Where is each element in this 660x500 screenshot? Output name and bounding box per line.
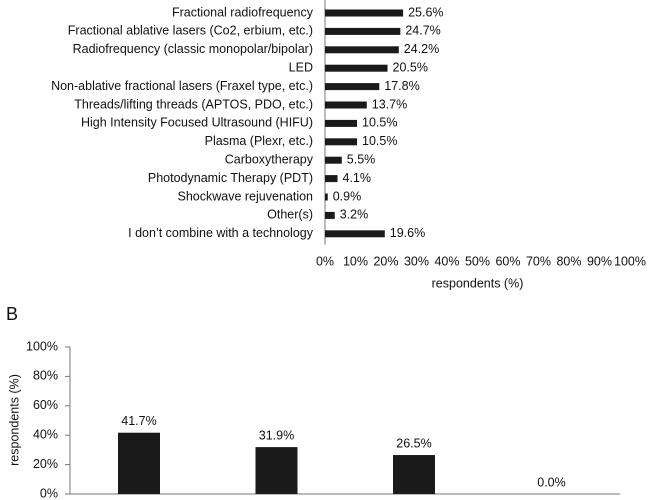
x-axis-title: respondents (%) — [432, 276, 524, 290]
bar — [325, 9, 404, 17]
value-label: 13.7% — [372, 97, 407, 111]
bar — [325, 230, 385, 238]
value-label: 24.2% — [404, 42, 439, 56]
value-label: 17.8% — [384, 79, 419, 93]
bar — [325, 101, 367, 109]
x-tick-label: 60% — [495, 254, 520, 268]
bar — [325, 119, 358, 127]
x-tick-label: 0% — [316, 254, 334, 268]
category-label: Plasma (Plexr, etc.) — [205, 134, 313, 148]
panel-label: B — [6, 304, 18, 324]
category-label: Non-ablative fractional lasers (Fraxel t… — [51, 79, 313, 93]
value-label: 0.9% — [333, 189, 362, 203]
x-tick-label: 80% — [556, 254, 581, 268]
bar — [325, 175, 338, 183]
category-label: Fractional ablative lasers (Co2, erbium,… — [68, 24, 313, 38]
bar — [118, 432, 160, 494]
bar — [393, 455, 435, 494]
value-label: 31.9% — [259, 428, 294, 442]
category-label: Shockwave rejuvenation — [178, 189, 314, 203]
y-tick-label: 100% — [26, 339, 58, 353]
category-label: LED — [289, 60, 313, 74]
y-tick-label: 60% — [33, 398, 58, 412]
bar — [325, 138, 358, 146]
x-tick-label: 10% — [343, 254, 368, 268]
category-label: Fractional radiofrequency — [172, 5, 314, 19]
value-label: 26.5% — [396, 436, 431, 450]
bar — [325, 156, 342, 164]
value-label: 20.5% — [393, 60, 428, 74]
value-label: 5.5% — [347, 152, 376, 166]
category-label: Radiofrequency (classic monopolar/bipola… — [73, 42, 313, 56]
category-label: Carboxytherapy — [225, 152, 314, 166]
bar — [255, 447, 298, 494]
value-label: 19.6% — [390, 226, 425, 240]
category-label: Photodynamic Therapy (PDT) — [148, 171, 313, 185]
y-tick-label: 0% — [40, 486, 58, 500]
y-axis-title: respondents (%) — [7, 374, 21, 466]
value-label: 10.5% — [362, 116, 397, 130]
value-label: 10.5% — [362, 134, 397, 148]
bar — [325, 193, 328, 201]
value-label: 24.7% — [405, 24, 440, 38]
bar — [325, 46, 399, 54]
x-tick-label: 100% — [614, 254, 646, 268]
value-label: 3.2% — [340, 208, 369, 222]
bar — [325, 211, 335, 219]
bar — [325, 83, 380, 91]
x-tick-label: 50% — [465, 254, 490, 268]
x-tick-label: 40% — [434, 254, 459, 268]
x-tick-label: 30% — [404, 254, 429, 268]
category-label: High Intensity Focused Ultrasound (HIFU) — [81, 116, 313, 130]
y-tick-label: 40% — [33, 427, 58, 441]
category-label: Threads/lifting threads (APTOS, PDO, etc… — [74, 97, 313, 111]
bar — [325, 64, 388, 72]
value-label: 25.6% — [408, 5, 443, 19]
x-tick-label: 70% — [526, 254, 551, 268]
value-label: 0.0% — [537, 475, 566, 489]
y-tick-label: 20% — [33, 457, 58, 471]
bar — [325, 27, 401, 35]
x-tick-label: 20% — [373, 254, 398, 268]
category-label: I don’t combine with a technology — [128, 226, 314, 240]
category-label: Other(s) — [267, 208, 313, 222]
x-tick-label: 90% — [587, 254, 612, 268]
y-tick-label: 80% — [33, 369, 58, 383]
value-label: 4.1% — [343, 171, 372, 185]
value-label: 41.7% — [121, 414, 156, 428]
